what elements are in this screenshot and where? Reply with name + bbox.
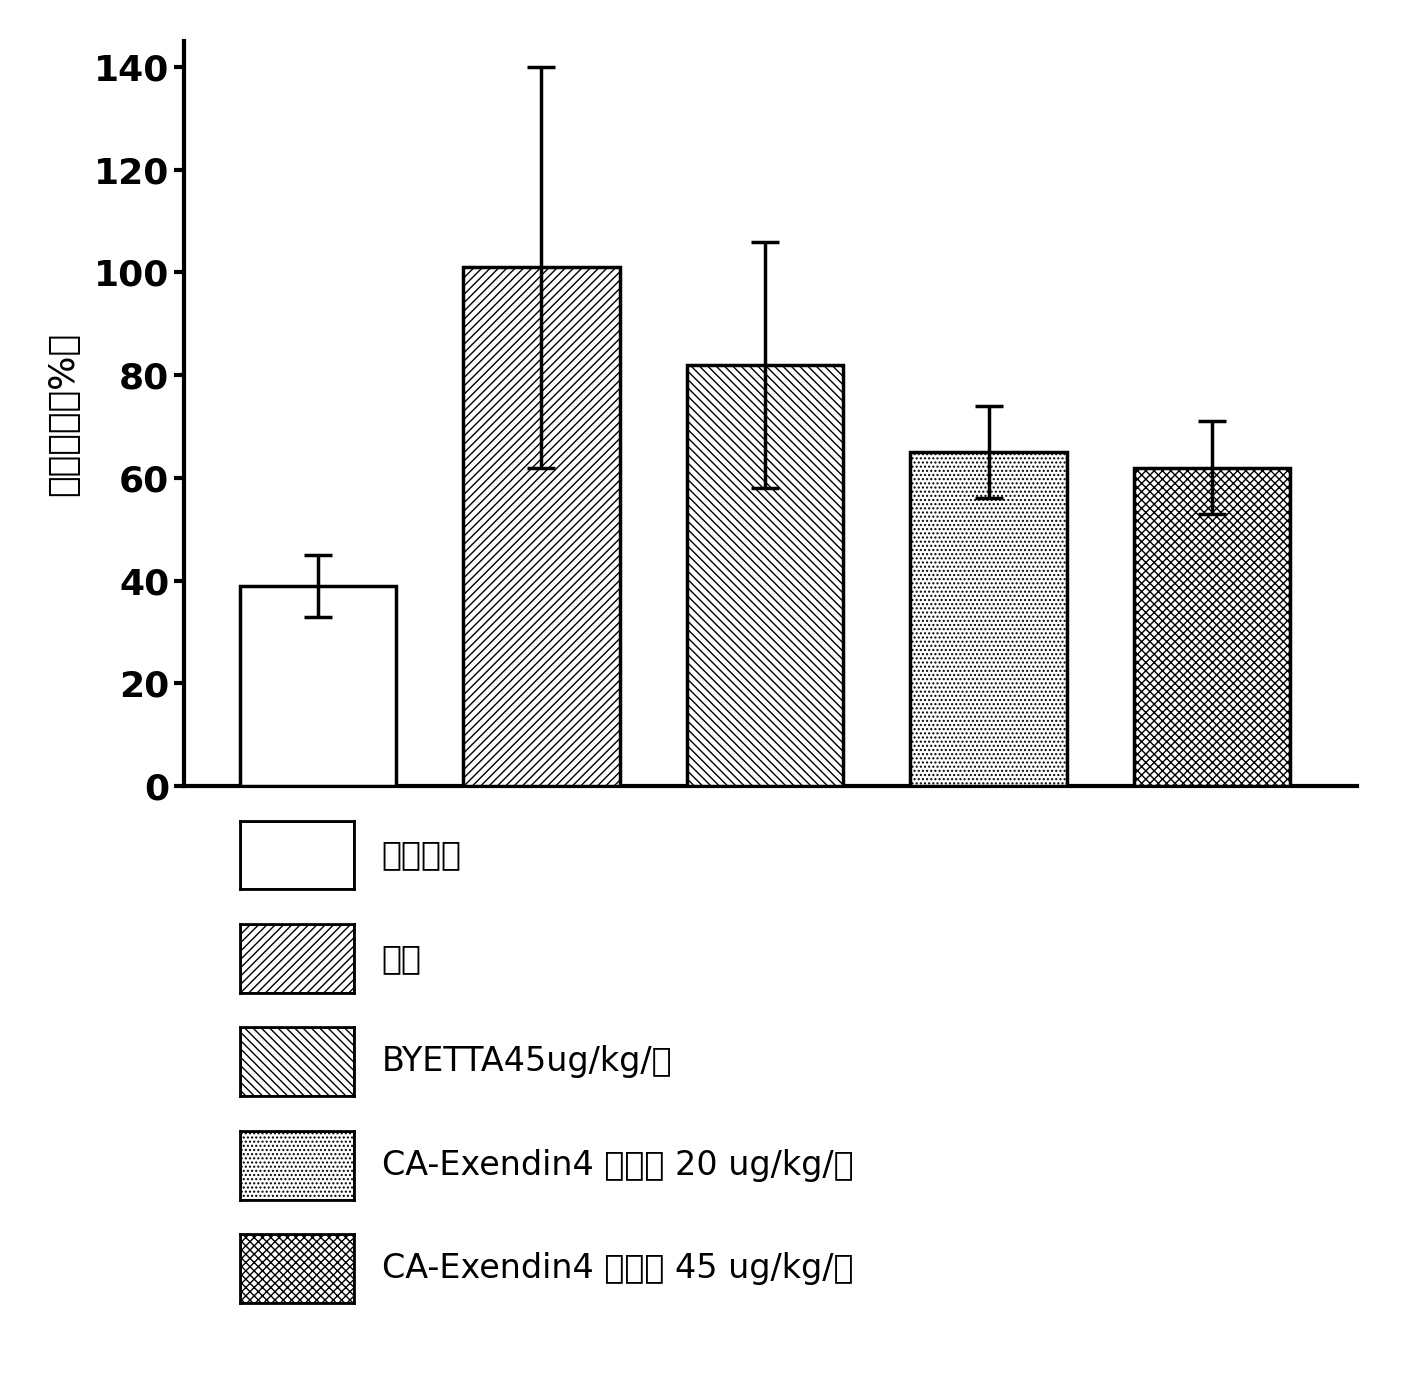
Bar xyxy=(240,586,396,786)
Bar xyxy=(687,365,843,786)
Bar xyxy=(911,452,1066,786)
Bar xyxy=(1134,467,1291,786)
Text: 正常对照: 正常对照 xyxy=(382,838,462,872)
Bar xyxy=(464,268,619,786)
Y-axis label: 总胆固醇（%）: 总胆固醇（%） xyxy=(47,331,81,496)
Text: BYETTA45ug/kg/天: BYETTA45ug/kg/天 xyxy=(382,1045,673,1078)
Text: 载体: 载体 xyxy=(382,942,421,975)
Text: CA-Exendin4 缓合物 20 ug/kg/周: CA-Exendin4 缓合物 20 ug/kg/周 xyxy=(382,1149,854,1182)
Text: CA-Exendin4 缓合物 45 ug/kg/周: CA-Exendin4 缓合物 45 ug/kg/周 xyxy=(382,1252,853,1285)
